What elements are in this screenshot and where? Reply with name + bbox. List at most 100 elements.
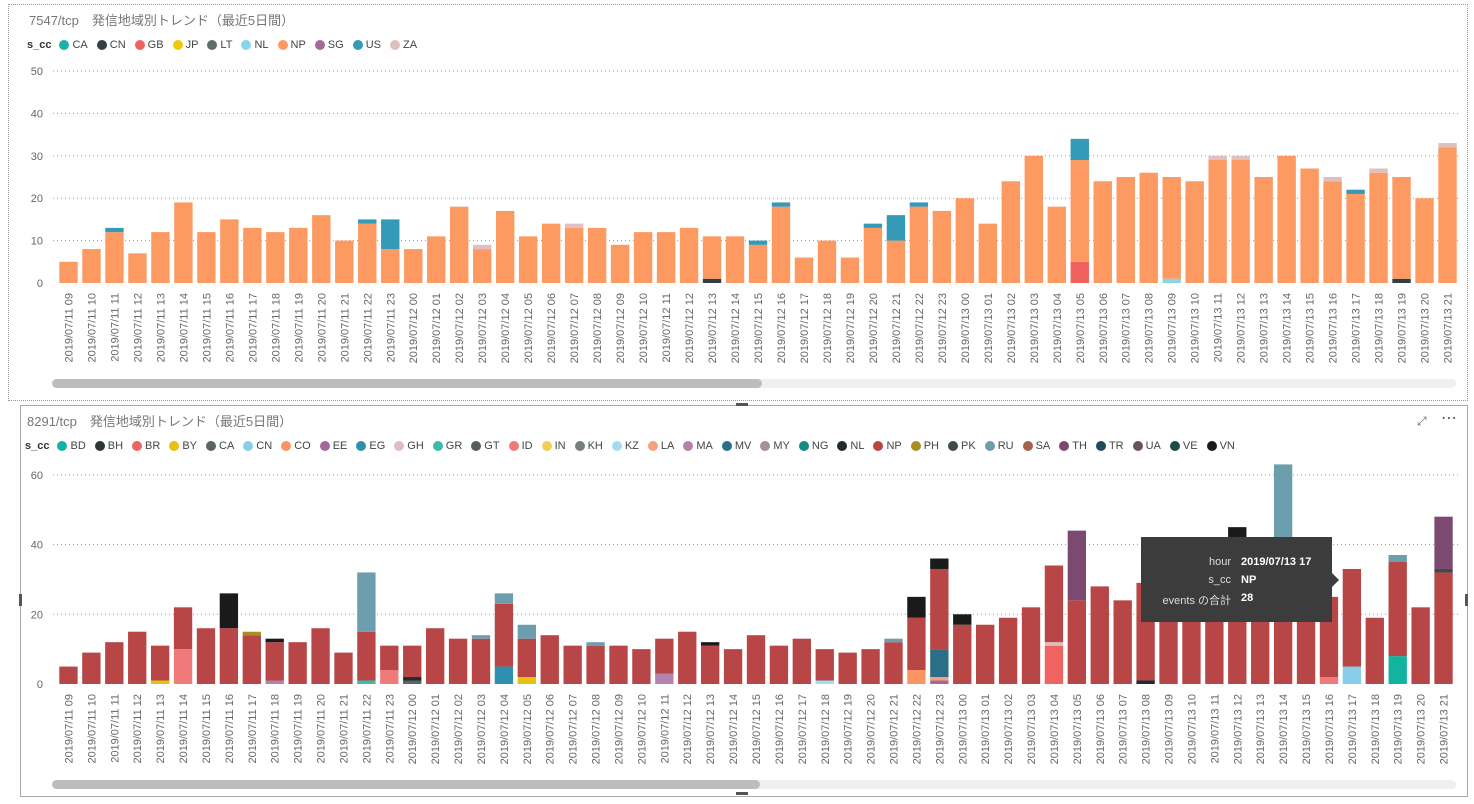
bar-segment-np[interactable] (863, 227, 883, 283)
bar-segment-br[interactable] (1044, 645, 1064, 684)
scrollbar-thumb[interactable] (52, 379, 762, 388)
bar-segment-mv[interactable] (930, 649, 949, 678)
bar-segment-np[interactable] (909, 206, 929, 283)
bar-segment-np[interactable] (266, 232, 285, 283)
bar-segment-np[interactable] (471, 638, 491, 684)
bar-segment-np[interactable] (128, 631, 147, 684)
bar-segment-us[interactable] (1346, 189, 1365, 194)
legend-item-eg[interactable]: EG (356, 440, 385, 452)
bar-segment-np[interactable] (197, 232, 216, 283)
resize-handle-bottom[interactable] (736, 792, 748, 795)
bar-segment-np[interactable] (930, 568, 949, 650)
bar-segment-us[interactable] (771, 202, 791, 207)
bar-segment-bd[interactable] (1388, 656, 1407, 684)
legend-item-pk[interactable]: PK (948, 440, 976, 452)
more-options-icon[interactable]: ⋯ (1441, 410, 1458, 427)
bar-segment-us[interactable] (358, 219, 377, 224)
bar-segment-id[interactable] (380, 670, 399, 684)
bar-segment-np[interactable] (196, 628, 216, 684)
bar-segment-np[interactable] (678, 631, 697, 684)
bar-segment-za[interactable] (1323, 177, 1342, 182)
legend-item-us[interactable]: US (352, 39, 381, 51)
legend-item-bd[interactable]: BD (57, 440, 86, 452)
bar-segment-np[interactable] (884, 642, 903, 684)
legend-item-za[interactable]: ZA (389, 39, 417, 51)
legend-item-th[interactable]: TH (1059, 440, 1087, 452)
bar-segment-us[interactable] (886, 215, 906, 241)
bar-segment-kz[interactable] (815, 680, 834, 684)
bar-segment-np[interactable] (907, 617, 926, 671)
bar-segment-np[interactable] (450, 206, 469, 283)
bar-segment-np[interactable] (334, 652, 353, 684)
legend-item-la[interactable]: LA (647, 440, 674, 452)
legend-item-cn[interactable]: CN (96, 39, 126, 51)
bar-segment-np[interactable] (932, 210, 952, 283)
bar-segment-np[interactable] (838, 652, 857, 684)
bar-segment-np[interactable] (746, 635, 766, 684)
bar-segment-np[interactable] (815, 649, 834, 681)
bar-segment-la[interactable] (930, 677, 949, 681)
bar-segment-vn[interactable] (907, 596, 926, 618)
bar-segment-np[interactable] (1392, 177, 1411, 279)
legend-item-co[interactable]: CO (281, 440, 311, 452)
bar-segment-vn[interactable] (700, 642, 720, 646)
bar-segment-np[interactable] (953, 624, 972, 684)
bar-segment-za[interactable] (564, 223, 584, 228)
bar-segment-np[interactable] (978, 223, 998, 283)
legend-item-cn[interactable]: CN (243, 440, 272, 452)
bar-segment-eg[interactable] (494, 666, 514, 684)
bar-segment-np[interactable] (1342, 568, 1362, 667)
bar-segment-pk[interactable] (1434, 568, 1453, 573)
bar-segment-np[interactable] (289, 227, 308, 283)
bar-segment-vn[interactable] (265, 638, 284, 643)
bar-segment-id[interactable] (173, 649, 193, 684)
bar-segment-np[interactable] (1185, 181, 1204, 283)
bar-segment-np[interactable] (219, 628, 239, 684)
bar-segment-np[interactable] (1139, 172, 1158, 283)
bar-segment-np[interactable] (1300, 168, 1319, 283)
bar-segment-za[interactable] (1208, 155, 1227, 161)
bar-segment-np[interactable] (1159, 617, 1178, 684)
bar-segment-us[interactable] (1070, 138, 1089, 161)
legend-item-bh[interactable]: BH (94, 440, 123, 452)
legend-item-br[interactable]: BR (132, 440, 160, 452)
bar-segment-np[interactable] (610, 244, 630, 283)
bar-segment-np[interactable] (1021, 607, 1041, 684)
bar-segment-np[interactable] (540, 635, 559, 684)
bar-segment-np[interactable] (517, 638, 536, 678)
bar-segment-np[interactable] (1411, 607, 1430, 684)
legend-item-id[interactable]: ID (508, 440, 533, 452)
bar-segment-np[interactable] (587, 227, 607, 283)
bar-segment-np[interactable] (312, 215, 331, 283)
bar-segment-vn[interactable] (953, 614, 972, 625)
bar-segment-np[interactable] (1254, 177, 1273, 283)
bar-segment-np[interactable] (1024, 155, 1043, 283)
resize-handle-right[interactable] (1465, 594, 1468, 606)
bar-segment-np[interactable] (380, 645, 399, 671)
bar-segment-ee[interactable] (930, 680, 949, 684)
bar-segment-np[interactable] (817, 240, 837, 283)
bar-segment-ru[interactable] (357, 572, 376, 632)
legend-item-kh[interactable]: KH (574, 440, 603, 452)
bar-segment-np[interactable] (151, 232, 170, 283)
legend-item-ca[interactable]: CA (206, 440, 234, 452)
bar-segment-np[interactable] (1090, 586, 1109, 684)
bar-segment-cn[interactable] (1392, 278, 1411, 283)
bar-segment-np[interactable] (1067, 600, 1087, 684)
bar-segment-np[interactable] (1047, 206, 1066, 283)
bar-segment-np[interactable] (541, 223, 561, 283)
bar-segment-np[interactable] (1434, 572, 1453, 684)
bar-segment-id[interactable] (1319, 677, 1339, 684)
bar-segment-us[interactable] (381, 219, 400, 250)
bar-segment-by[interactable] (150, 680, 170, 684)
bar-segment-np[interactable] (1044, 565, 1064, 643)
bar-segment-np[interactable] (495, 210, 515, 283)
bar-segment-ma[interactable] (655, 673, 674, 684)
bar-segment-gr[interactable] (357, 680, 376, 684)
bar-segment-np[interactable] (518, 236, 538, 283)
bar-segment-za[interactable] (1231, 155, 1250, 161)
legend-item-np[interactable]: NP (277, 39, 306, 51)
bar-segment-np[interactable] (243, 227, 262, 283)
bar-segment-np[interactable] (1415, 198, 1434, 283)
bar-segment-za[interactable] (1369, 168, 1388, 173)
